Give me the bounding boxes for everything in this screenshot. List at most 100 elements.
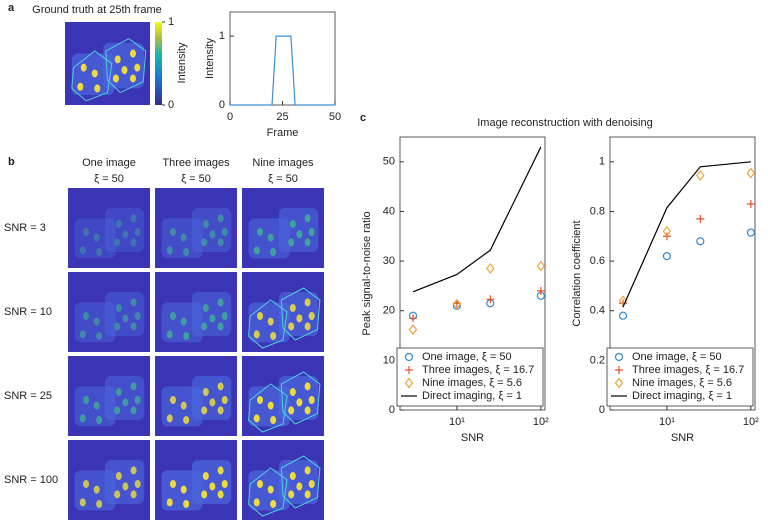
- image-dot: [257, 480, 264, 488]
- image-dot: [114, 322, 121, 331]
- image-dot: [166, 330, 173, 339]
- image-dot: [201, 322, 208, 331]
- row-label: SNR = 3: [4, 222, 46, 234]
- image-dot: [180, 401, 187, 410]
- image-dot: [202, 472, 209, 480]
- image-dot: [115, 388, 122, 396]
- point: [618, 295, 628, 307]
- image-dot: [209, 314, 216, 323]
- image-dot: [122, 482, 129, 491]
- image-dot: [209, 482, 216, 491]
- panel-title: Image reconstruction with denoising: [477, 117, 652, 129]
- image-dot: [270, 332, 277, 340]
- image-dot: [289, 304, 296, 312]
- data-line: [230, 35, 335, 106]
- image-dot: [130, 49, 136, 58]
- image-dot: [130, 382, 137, 391]
- image-dot: [134, 312, 141, 320]
- image-dot: [170, 312, 177, 320]
- point: [452, 298, 462, 310]
- image-dot: [96, 416, 103, 424]
- image-dot: [217, 238, 224, 247]
- image-background: [68, 272, 150, 352]
- point: [746, 167, 756, 179]
- image-dot: [257, 312, 264, 320]
- image-title: Ground truth at 25th frame: [32, 4, 162, 16]
- legend-marker: [614, 377, 624, 389]
- y-tick-label: 0: [599, 404, 605, 416]
- image-dot: [202, 388, 209, 396]
- image-dot: [121, 66, 128, 75]
- image-dot: [304, 238, 311, 247]
- image-dot: [304, 490, 311, 499]
- legend-box: [396, 347, 544, 407]
- image-dot: [83, 228, 90, 236]
- image-dot: [221, 480, 228, 488]
- image-dot: [96, 248, 103, 256]
- image-dot: [267, 401, 274, 410]
- y-tick-label: 20: [383, 305, 395, 317]
- data-line: [622, 161, 751, 308]
- panel-label: b: [8, 156, 15, 168]
- image-dot: [217, 466, 224, 475]
- image-dot: [79, 330, 86, 339]
- image-dot: [289, 388, 296, 396]
- colorbar: [155, 22, 162, 105]
- image-blob: [74, 302, 116, 343]
- image-dot: [114, 406, 121, 415]
- image-dot: [170, 480, 177, 488]
- legend-label: Three images, ξ = 16.7: [422, 364, 534, 376]
- point: [662, 225, 672, 237]
- legend-label: Nine images, ξ = 5.6: [632, 377, 732, 389]
- column-header: ξ = 50: [94, 173, 124, 185]
- image-dot: [183, 332, 190, 340]
- image-dot: [217, 214, 224, 223]
- image-dot: [130, 74, 136, 83]
- image-dot: [289, 220, 296, 228]
- legend-marker: [404, 352, 414, 362]
- image-dot: [304, 298, 311, 307]
- image-dot: [221, 396, 228, 404]
- image-dot: [304, 466, 311, 475]
- legend-label: Direct imaging, ξ = 1: [422, 390, 522, 402]
- image-dot: [130, 322, 137, 331]
- x-axis-label: SNR: [461, 432, 484, 444]
- image-dot: [96, 500, 103, 508]
- image-dot: [267, 233, 274, 242]
- image-dot: [79, 498, 86, 507]
- point: [409, 314, 418, 323]
- image-dot: [270, 248, 277, 256]
- image-dot: [257, 396, 264, 404]
- image-dot: [122, 398, 129, 407]
- image-dot: [115, 220, 122, 228]
- image-dot: [289, 472, 296, 480]
- image-dot: [288, 490, 295, 499]
- point: [662, 252, 672, 261]
- legend-marker: [404, 377, 414, 389]
- y-tick-label: 0: [219, 99, 225, 111]
- image-dot: [217, 406, 224, 415]
- image-dot: [134, 228, 141, 236]
- legend-marker: [405, 366, 413, 374]
- x-tick-label: 50: [329, 111, 341, 123]
- legend-label: One image, ξ = 50: [422, 351, 512, 363]
- point: [746, 200, 755, 209]
- image-blob: [74, 218, 116, 259]
- point: [536, 260, 546, 272]
- x-tick-label: 0: [227, 111, 233, 123]
- legend-marker: [615, 366, 623, 374]
- image-dot: [201, 490, 208, 499]
- image-dot: [166, 498, 173, 507]
- image-dot: [130, 406, 137, 415]
- image-dot: [308, 480, 315, 488]
- x-tick-label: 10²: [533, 416, 549, 428]
- y-tick-label: 0.8: [590, 205, 605, 217]
- image-dot: [209, 398, 216, 407]
- image-dot: [296, 398, 303, 407]
- image-dot: [94, 84, 101, 93]
- axes-frame: [229, 11, 336, 106]
- die-outline: [280, 455, 321, 509]
- image-dot: [79, 414, 86, 423]
- y-tick-label: 0.4: [590, 305, 605, 317]
